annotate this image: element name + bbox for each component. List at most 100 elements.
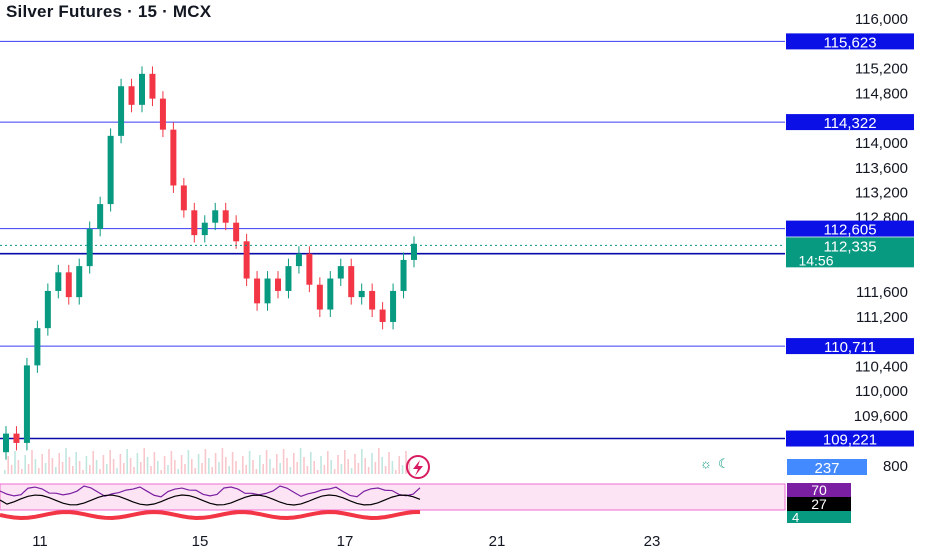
volume-bar (129, 458, 132, 474)
volume-bar (194, 468, 196, 474)
candle-body (316, 284, 323, 310)
volume-bar (323, 465, 326, 474)
volume-bar (361, 449, 363, 474)
candle-body (233, 222, 240, 242)
volume-bar (116, 468, 118, 474)
volume-bar (41, 454, 43, 474)
volume-bar (289, 467, 292, 474)
candle-body (264, 278, 271, 304)
momentum-tag (787, 511, 851, 523)
candle-body (65, 272, 72, 298)
momentum-line (0, 509, 421, 520)
candle-body (44, 290, 51, 329)
candle-body (348, 266, 355, 298)
volume-bar (259, 455, 261, 474)
chart-title: Silver Futures · 15 · MCX (6, 2, 212, 21)
x-tick-label: 23 (644, 533, 661, 550)
last-price-label: 112,335 (823, 238, 876, 255)
candle-body (222, 210, 229, 223)
volume-tag (787, 459, 867, 475)
candle-body (149, 73, 156, 99)
volume-bar (31, 450, 33, 474)
volume-bar (177, 469, 179, 474)
level-tag (786, 430, 914, 447)
volume-bar (126, 449, 128, 474)
volume-bar (82, 470, 84, 474)
flash-icon (406, 455, 430, 479)
volume-bar (58, 453, 60, 474)
candle-body (128, 86, 135, 105)
candle-body (337, 266, 344, 279)
volume-bar (395, 470, 397, 474)
volume-bar (364, 458, 366, 474)
volume-bar (408, 460, 411, 474)
volume-bar (248, 451, 251, 474)
candle-body (118, 86, 125, 136)
candle-body (3, 433, 9, 453)
volume-bar (10, 465, 13, 474)
volume-bar (197, 454, 200, 474)
y-tick-label: 111,600 (856, 284, 908, 301)
volume-bar (55, 467, 57, 474)
y-tick-label: 115,200 (855, 61, 908, 78)
candle-body (243, 241, 250, 279)
level-tag-label: 114,322 (823, 115, 876, 132)
volume-bar (160, 470, 162, 474)
volume-bar (163, 456, 166, 474)
rsi-value-tag (787, 497, 851, 511)
volume-bar (7, 456, 9, 474)
candle-body (295, 253, 302, 267)
volume-bar (327, 451, 329, 474)
volume-bar (214, 453, 217, 474)
volume-bar (391, 461, 394, 474)
volume-bar (180, 455, 183, 474)
volume-bar (276, 454, 278, 474)
volume-bar (34, 459, 37, 474)
y-tick-label: 110,000 (855, 383, 908, 400)
volume-bar (187, 450, 190, 474)
volume-bar (170, 451, 173, 474)
volume-bar (265, 450, 268, 474)
volume-tag-label: 237 (814, 460, 839, 477)
y-tick-label: 109,600 (854, 408, 908, 425)
volume-bar (330, 460, 332, 474)
flash-bolt-icon (413, 460, 423, 476)
volume-bar (14, 451, 16, 474)
candle-body (76, 266, 83, 298)
volume-bar (252, 460, 254, 474)
y-tick-label: 114,000 (855, 135, 908, 152)
candle-body (191, 210, 198, 236)
rsi-line (0, 485, 421, 498)
volume-bar (85, 456, 88, 474)
candle-body (306, 253, 313, 285)
x-tick-label: 11 (32, 533, 48, 550)
candle-body (379, 309, 386, 322)
level-tag-label: 109,221 (823, 432, 877, 449)
volume-bar (89, 465, 91, 474)
volume-bar (27, 464, 30, 474)
y-tick-label: 111,200 (856, 309, 908, 326)
candle-body (400, 259, 407, 291)
candle-body (411, 243, 417, 260)
rsi-upper-tag (787, 483, 851, 497)
volume-bar (75, 452, 77, 474)
volume-bar (313, 461, 315, 474)
candle-body (254, 278, 261, 304)
volume-bar (378, 448, 380, 474)
volume-bar (21, 469, 23, 474)
volume-bar (228, 466, 230, 474)
level-tag (786, 220, 914, 237)
volume-bar (150, 466, 152, 474)
level-tag-label: 115,623 (823, 34, 876, 51)
volume-bar (333, 469, 336, 474)
candle-body (97, 204, 104, 229)
candle-body (212, 210, 219, 223)
volume-bar (242, 456, 244, 474)
volume-bar (398, 456, 400, 474)
volume-bar (340, 464, 343, 474)
volume-bar (201, 463, 203, 474)
volume-bar (374, 462, 377, 474)
rsi-upper-label: 70 (811, 482, 827, 498)
volume-bar (153, 452, 156, 474)
